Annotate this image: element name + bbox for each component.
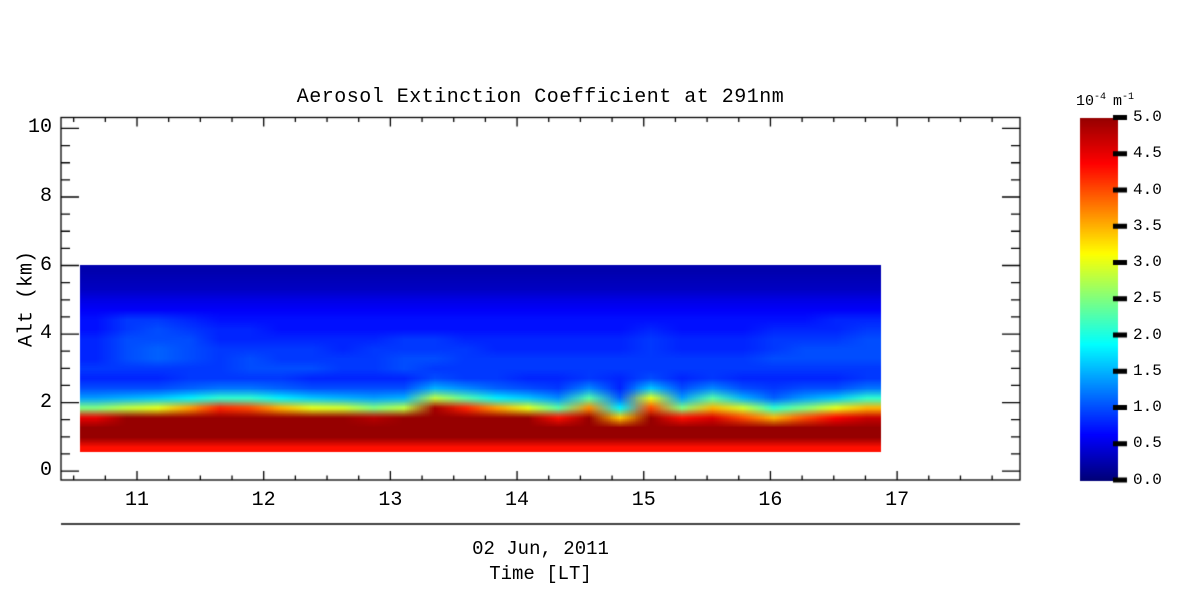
x-tick-label: 14	[505, 489, 530, 512]
colorbar-unit-base2: m	[1113, 93, 1123, 110]
y-tick-label: 0	[39, 459, 52, 483]
colorbar-unit-exponent: -4	[1094, 92, 1107, 103]
colorbar-tick-label: 4.5	[1133, 144, 1162, 163]
colorbar-tick-label: 5.0	[1133, 108, 1162, 126]
x-axis-date-label: 02 Jun, 2011	[472, 538, 609, 560]
y-tick-label: 10	[27, 116, 52, 140]
colorbar-tick-label: 3.0	[1133, 253, 1162, 271]
x-tick-label: 17	[885, 489, 910, 512]
colorbar-tick-label: 3.5	[1133, 216, 1162, 235]
y-tick-label: 4	[39, 322, 52, 346]
x-tick-label: 15	[631, 489, 656, 512]
colorbar-tick-label: 2.0	[1133, 325, 1162, 344]
colorbar-tick-label: 1.0	[1133, 398, 1162, 416]
x-axis-label: Time [LT]	[489, 563, 592, 585]
colorbar-unit-base: 10	[1076, 93, 1095, 110]
x-tick-label: 16	[758, 489, 783, 512]
chart-title: Aerosol Extinction Coefficient at 291nm	[296, 86, 785, 109]
colorbar-tick-label: 0.0	[1133, 470, 1162, 489]
colorbar-unit-exponent2: -1	[1122, 92, 1135, 103]
y-tick-label: 6	[39, 253, 52, 277]
x-tick-label: 12	[251, 489, 276, 512]
colorbar-unit-label: 10-4 m-1	[1076, 92, 1134, 110]
y-tick-label: 2	[39, 390, 52, 414]
colorbar-tick-label: 1.5	[1133, 361, 1162, 380]
colorbar-tick-label: 2.5	[1133, 289, 1162, 308]
colorbar-tick-label: 4.0	[1133, 180, 1162, 199]
x-tick-label: 13	[378, 489, 403, 512]
y-tick-label: 8	[39, 184, 52, 208]
colorbar-tick-label: 0.5	[1133, 434, 1162, 453]
x-tick-label: 11	[124, 489, 150, 512]
